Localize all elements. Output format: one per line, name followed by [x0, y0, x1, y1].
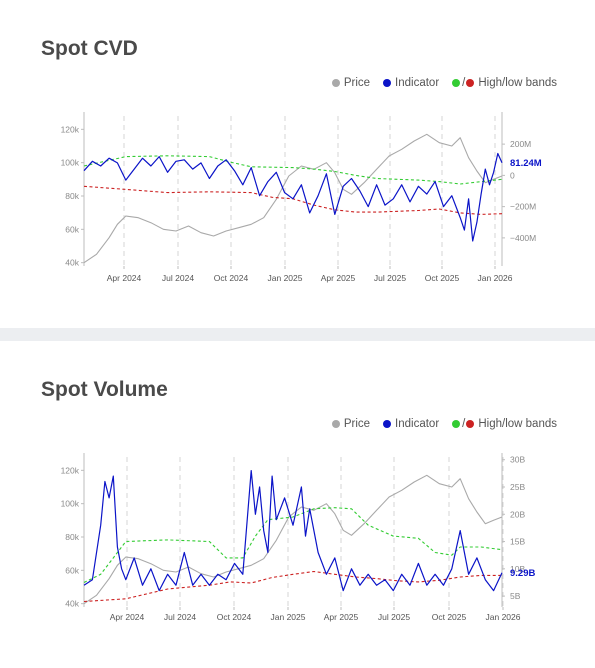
legend-label: Indicator: [395, 418, 440, 430]
legend-label: High/low bands: [478, 418, 557, 430]
legend-separator: /: [462, 77, 466, 89]
x-tick-label: Oct 2025: [425, 273, 460, 283]
left-tick-label: 40k: [65, 599, 79, 609]
right-tick-label: −400M: [510, 233, 536, 243]
right-tick-label: 5B: [510, 591, 521, 601]
price-series-line: [83, 133, 503, 264]
legend-item-bands[interactable]: / High/low bands: [452, 418, 557, 430]
x-tick-label: Apr 2024: [107, 273, 142, 283]
x-tick-label: Jul 2024: [162, 273, 194, 283]
price-series-line: [83, 474, 503, 605]
x-tick-label: Jan 2025: [268, 273, 303, 283]
left-tick-label: 100k: [61, 158, 80, 168]
legend-item-indicator[interactable]: Indicator: [383, 418, 439, 430]
legend-label: Price: [343, 418, 371, 430]
legend-separator: /: [462, 418, 466, 430]
high-band-line: [83, 507, 503, 583]
indicator-series-line: [83, 152, 503, 242]
price-dot-icon: [331, 420, 340, 428]
legend-item-price[interactable]: Price: [331, 418, 371, 430]
x-tick-label: Apr 2025: [321, 273, 356, 283]
spot-cvd-card: Spot CVD Price Indicator / High/low band…: [0, 0, 595, 328]
low-band-line: [83, 570, 502, 603]
indicator-dot-icon: [383, 79, 392, 87]
right-tick-label: −200M: [510, 202, 536, 212]
spot-volume-card: Spot Volume Price Indicator / High/low b…: [0, 341, 595, 668]
x-tick-label: Apr 2024: [110, 612, 145, 622]
right-tick-label: 20B: [510, 509, 525, 519]
low-band-dot-icon: [466, 79, 475, 87]
x-tick-label: Oct 2024: [214, 273, 249, 283]
right-tick-label: 15B: [510, 537, 525, 547]
high-band-line: [83, 155, 503, 185]
chart-title: Spot CVD: [41, 37, 138, 60]
left-tick-label: 60k: [65, 565, 79, 575]
left-tick-label: 80k: [65, 191, 79, 201]
price-dot-icon: [331, 79, 340, 87]
x-tick-label: Jul 2025: [378, 612, 410, 622]
left-tick-label: 40k: [65, 258, 79, 268]
legend-label: Price: [343, 77, 371, 89]
left-tick-label: 60k: [65, 224, 79, 234]
legend-item-price[interactable]: Price: [331, 77, 371, 89]
x-tick-label: Jul 2024: [164, 612, 196, 622]
chart-title: Spot Volume: [41, 378, 168, 401]
right-tick-label: 10B: [510, 564, 525, 574]
legend-item-bands[interactable]: / High/low bands: [452, 77, 557, 89]
x-tick-label: Jan 2026: [486, 612, 521, 622]
left-tick-label: 120k: [61, 465, 80, 475]
x-tick-label: Jan 2026: [478, 273, 513, 283]
low-band-dot-icon: [466, 420, 475, 428]
right-tick-label: 0: [510, 170, 515, 180]
chart-legend: Price Indicator / High/low bands: [319, 418, 557, 430]
spot-volume-chart: 120k 100k 80k 60k 40k 30B 25B 20B 15B 10B 5B Apr 20…: [61, 453, 535, 622]
x-tick-label: Jul 2025: [374, 273, 406, 283]
high-band-dot-icon: [452, 420, 461, 428]
left-tick-label: 120k: [61, 124, 80, 134]
chart-legend: Price Indicator / High/low bands: [319, 77, 557, 89]
right-tick-label: 30B: [510, 455, 525, 465]
x-tick-label: Jan 2025: [271, 612, 306, 622]
x-tick-label: Oct 2025: [432, 612, 467, 622]
right-tick-label: 25B: [510, 482, 525, 492]
x-tick-label: Oct 2024: [217, 612, 252, 622]
last-value-label: 9.29B: [510, 568, 535, 579]
legend-label: Indicator: [395, 77, 440, 89]
indicator-dot-icon: [383, 420, 392, 428]
indicator-series-line: [83, 470, 503, 592]
right-tick-label: 200M: [510, 139, 531, 149]
last-value-label: 81.24M: [510, 158, 542, 169]
spot-cvd-chart: 120k 100k 80k 60k 40k 200M 0 −200M −400M Apr 2024…: [61, 112, 542, 283]
left-tick-label: 100k: [61, 499, 80, 509]
low-band-line: [83, 185, 503, 215]
legend-item-indicator[interactable]: Indicator: [383, 77, 439, 89]
high-band-dot-icon: [452, 79, 461, 87]
x-tick-label: Apr 2025: [324, 612, 359, 622]
left-tick-label: 80k: [65, 532, 79, 542]
legend-label: High/low bands: [478, 77, 557, 89]
